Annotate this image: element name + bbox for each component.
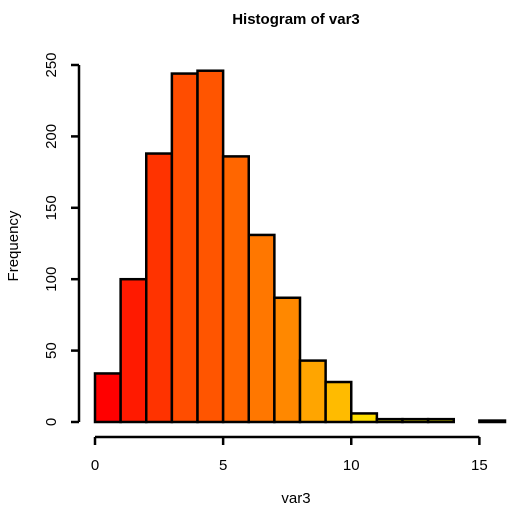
histogram-bar — [196, 69, 225, 424]
histogram-bar — [426, 417, 455, 424]
chart-title: Histogram of var3 — [232, 11, 360, 28]
histogram-bar — [119, 277, 148, 424]
x-axis: 0 5 10 15 — [91, 435, 488, 474]
histogram-bar — [170, 72, 199, 424]
histogram-bar — [350, 412, 379, 424]
histogram-bar — [221, 155, 250, 424]
y-tick-label: 200 — [43, 124, 60, 149]
histogram-bar — [478, 419, 507, 424]
histogram-bar — [298, 359, 327, 424]
histogram-bar — [145, 152, 174, 424]
x-axis-label: var3 — [281, 490, 310, 507]
y-tick-label: 100 — [43, 267, 60, 292]
histogram-bar — [247, 233, 276, 424]
y-tick-label: 150 — [43, 195, 60, 220]
y-tick-label: 0 — [43, 418, 60, 426]
histogram-bar — [93, 372, 122, 424]
histogram-bar — [273, 296, 302, 424]
x-tick-label: 5 — [219, 457, 227, 474]
y-axis: 0 50 100 150 200 250 — [43, 52, 81, 426]
histogram-bar — [401, 417, 430, 424]
x-tick-label: 10 — [343, 457, 360, 474]
y-axis-label: Frequency — [5, 210, 22, 281]
y-tick-label: 250 — [43, 52, 60, 77]
x-tick-label: 15 — [471, 457, 488, 474]
bars-group — [93, 69, 507, 424]
histogram-bar — [375, 417, 404, 424]
y-tick-label: 50 — [43, 342, 60, 359]
x-tick-label: 0 — [91, 457, 99, 474]
histogram-bar — [324, 380, 353, 424]
